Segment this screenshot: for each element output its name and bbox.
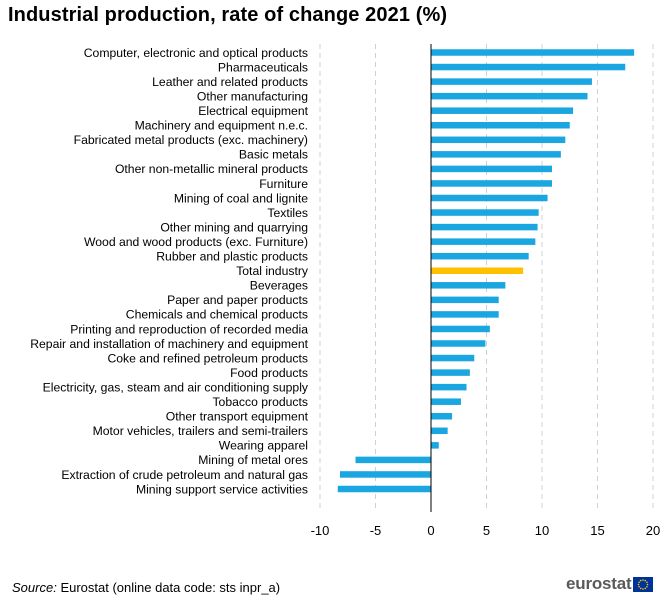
category-label: Printing and reproduction of recorded me… — [70, 322, 308, 336]
bar — [431, 194, 548, 202]
category-label: Other manufacturing — [197, 89, 308, 103]
bar — [431, 180, 552, 187]
x-tick-label: 10 — [535, 523, 549, 538]
category-label: Motor vehicles, trailers and semi-traile… — [93, 424, 308, 438]
bar — [431, 238, 536, 245]
category-label: Total industry — [236, 264, 309, 278]
source-text: Eurostat (online data code: sts inpr_a) — [60, 580, 281, 595]
bar — [431, 122, 570, 129]
bar — [431, 49, 635, 56]
bar — [431, 107, 574, 114]
category-label: Electricity, gas, steam and air conditio… — [43, 380, 309, 394]
x-tick-label: -5 — [370, 523, 382, 538]
category-label: Wood and wood products (exc. Furniture) — [84, 235, 308, 249]
bar — [337, 485, 431, 493]
bar — [431, 252, 529, 260]
category-label: Mining of coal and lignite — [174, 191, 308, 205]
category-label: Repair and installation of machinery and… — [30, 337, 308, 351]
x-tick-labels: -10 -5 0 5 10 15 20 — [311, 523, 661, 538]
bar-chart: Computer, electronic and optical product… — [30, 44, 661, 538]
bar — [431, 413, 453, 420]
bar — [431, 78, 592, 85]
x-tick-label: 15 — [590, 523, 604, 538]
category-label: Fabricated metal products (exc. machiner… — [74, 133, 308, 147]
category-label: Electrical equipment — [198, 104, 308, 118]
eurostat-logo: eurostat — [566, 574, 654, 594]
gridlines — [319, 44, 654, 512]
category-labels: Computer, electronic and optical product… — [30, 46, 309, 496]
bar — [431, 223, 538, 231]
x-tick-label: 5 — [483, 523, 490, 538]
category-label: Computer, electronic and optical product… — [84, 46, 308, 60]
category-label: Pharmaceuticals — [218, 60, 308, 74]
category-label: Other mining and quarrying — [160, 220, 308, 234]
category-label: Tobacco products — [212, 395, 308, 409]
bar — [431, 296, 499, 304]
bar — [431, 92, 588, 100]
bar — [431, 325, 490, 333]
bar — [431, 354, 475, 362]
category-label: Furniture — [259, 177, 308, 191]
category-label: Textiles — [267, 206, 308, 220]
category-label: Rubber and plastic products — [156, 250, 308, 264]
x-tick-label: -10 — [311, 523, 330, 538]
source-label: Source: — [12, 580, 57, 595]
bar — [431, 427, 448, 435]
chart-title: Industrial production, rate of change 20… — [8, 4, 448, 26]
category-label: Mining support service activities — [136, 482, 308, 496]
bar — [431, 282, 506, 289]
bar — [431, 369, 470, 376]
brand-wordmark: eurostat — [566, 574, 632, 593]
bar — [355, 456, 431, 464]
category-label: Other transport equipment — [166, 410, 309, 424]
bar — [431, 311, 499, 318]
category-label: Food products — [230, 366, 308, 380]
x-tick-label: 20 — [646, 523, 660, 538]
bar-highlight — [431, 267, 524, 274]
category-label: Mining of metal ores — [198, 453, 308, 467]
bar — [431, 136, 566, 144]
category-label: Chemicals and chemical products — [126, 308, 308, 322]
category-label: Beverages — [250, 279, 308, 293]
bar — [431, 209, 539, 216]
bars — [337, 49, 635, 493]
category-label: Extraction of crude petroleum and natura… — [61, 468, 308, 482]
category-label: Paper and paper products — [167, 293, 308, 307]
x-tick-label: 0 — [427, 523, 434, 538]
category-label: Machinery and equipment n.e.c. — [135, 119, 308, 133]
category-label: Coke and refined petroleum products — [107, 351, 308, 365]
bar — [431, 340, 486, 347]
source-note: Source: Eurostat (online data code: sts … — [12, 580, 280, 595]
bar — [431, 442, 439, 449]
bar — [431, 151, 561, 158]
bar — [431, 383, 467, 391]
eu-flag-icon — [633, 576, 654, 592]
bar — [431, 63, 626, 71]
bar — [431, 165, 552, 173]
category-label: Other non-metallic mineral products — [115, 162, 308, 176]
category-label: Leather and related products — [152, 75, 308, 89]
bar — [339, 471, 431, 478]
category-label: Wearing apparel — [219, 439, 308, 453]
category-label: Basic metals — [239, 148, 308, 162]
bar — [431, 398, 461, 405]
